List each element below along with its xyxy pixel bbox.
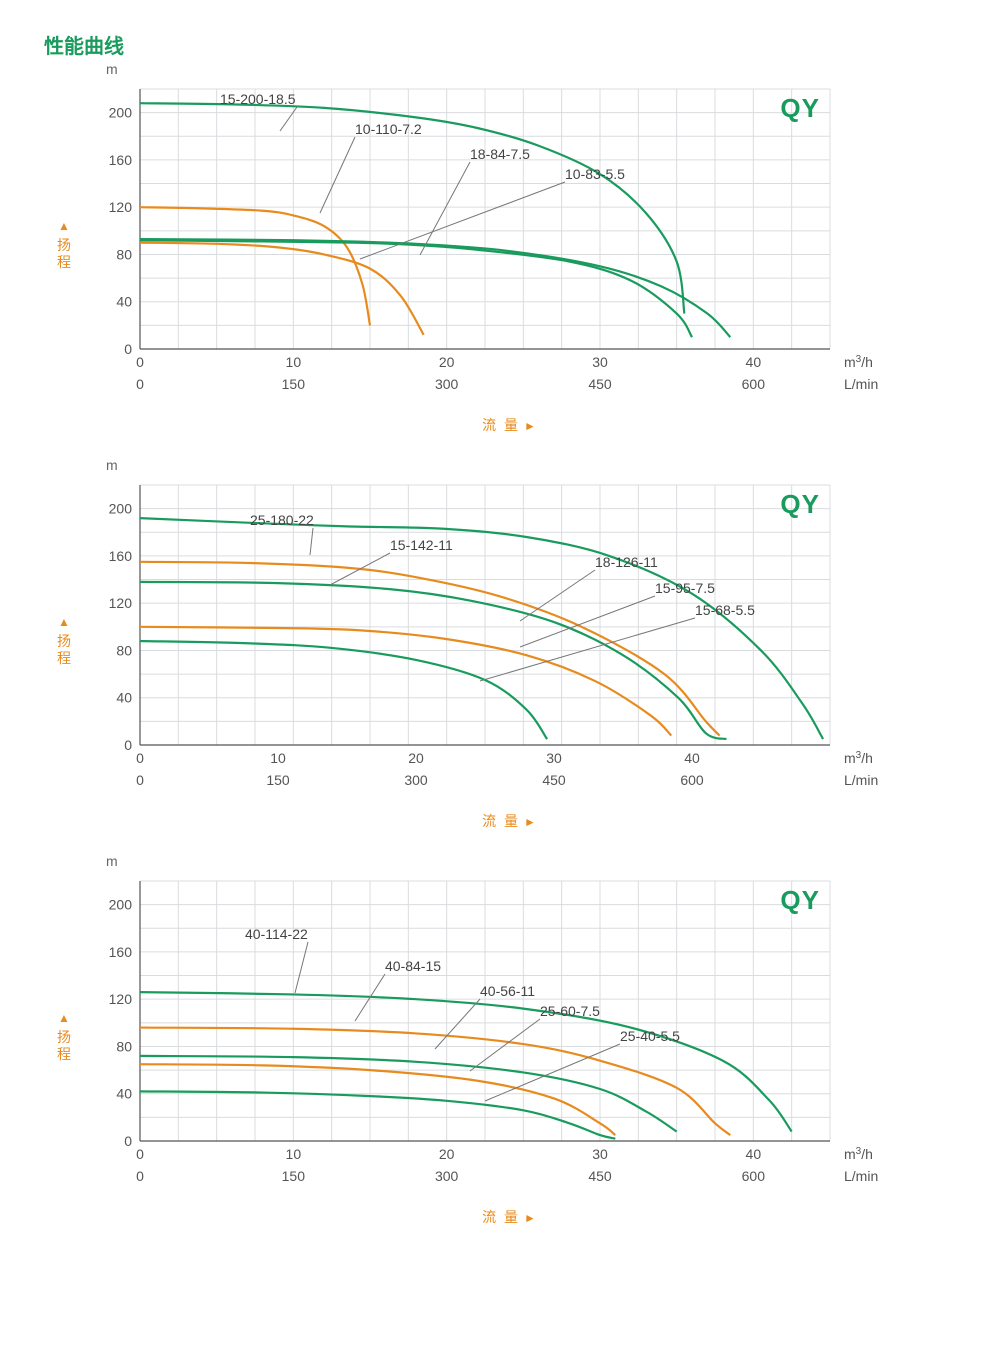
y-unit: m xyxy=(106,853,118,869)
svg-text:600: 600 xyxy=(742,1168,766,1184)
y-axis-label: ▲扬程 xyxy=(54,219,74,271)
svg-text:0: 0 xyxy=(136,376,144,392)
svg-text:40: 40 xyxy=(116,294,132,310)
svg-text:0: 0 xyxy=(124,341,132,357)
svg-text:120: 120 xyxy=(109,991,133,1007)
y-axis-label: ▲扬程 xyxy=(54,1011,74,1063)
curve-25-40-5.5 xyxy=(140,1091,615,1138)
svg-text:40: 40 xyxy=(746,1146,762,1162)
curve-10-83-5.5 xyxy=(140,243,424,335)
series-label: 40-84-15 xyxy=(385,958,441,974)
svg-text:160: 160 xyxy=(109,944,133,960)
series-label: 40-114-22 xyxy=(245,926,308,942)
svg-text:m3/h: m3/h xyxy=(844,354,873,371)
performance-chart: 0 40 80 120 160 200 0 10 20 30 40 m3/h 0 150 300 450 600… xyxy=(100,79,920,409)
series-label: 25-40-5.5 xyxy=(620,1028,680,1044)
svg-text:200: 200 xyxy=(109,501,133,517)
series-label: 25-180-22 xyxy=(250,512,314,528)
series-label: 15-95-7.5 xyxy=(655,580,715,596)
svg-text:0: 0 xyxy=(136,750,144,766)
svg-text:0: 0 xyxy=(136,772,144,788)
svg-text:0: 0 xyxy=(136,1146,144,1162)
svg-text:450: 450 xyxy=(588,1168,612,1184)
svg-text:0: 0 xyxy=(124,737,132,753)
series-label: 18-84-7.5 xyxy=(470,146,530,162)
performance-chart: 0 40 80 120 160 200 0 10 20 30 40 m3/h 0 150 300 450 600… xyxy=(100,871,920,1201)
svg-text:160: 160 xyxy=(109,548,133,564)
series-label: 10-83-5.5 xyxy=(565,166,625,182)
svg-text:L/min: L/min xyxy=(844,376,878,392)
svg-text:L/min: L/min xyxy=(844,772,878,788)
svg-text:150: 150 xyxy=(282,1168,306,1184)
svg-text:150: 150 xyxy=(282,376,306,392)
page-title: 性能曲线 xyxy=(44,30,956,59)
svg-text:0: 0 xyxy=(136,1168,144,1184)
series-label: 15-142-11 xyxy=(390,537,453,553)
performance-chart: 0 40 80 120 160 200 0 10 20 30 40 m3/h 0 150 300 450 600… xyxy=(100,475,920,805)
svg-text:600: 600 xyxy=(742,376,766,392)
series-label: 10-110-7.2 xyxy=(355,121,422,137)
series-label: 15-200-18.5 xyxy=(220,91,296,107)
svg-text:80: 80 xyxy=(116,642,132,658)
chart-block: m▲扬程04080120160200010203040m3/h015030045… xyxy=(100,871,920,1227)
svg-text:450: 450 xyxy=(542,772,566,788)
series-label: 40-56-11 xyxy=(480,983,535,999)
curve-15-142-11 xyxy=(140,562,720,736)
svg-text:80: 80 xyxy=(116,1038,132,1054)
svg-text:40: 40 xyxy=(116,690,132,706)
svg-text:20: 20 xyxy=(439,354,455,370)
chart-block: m▲扬程04080120160200010203040m3/h015030045… xyxy=(100,475,920,831)
svg-text:600: 600 xyxy=(680,772,704,788)
chart-block: m▲扬程04080120160200010203040m3/h015030045… xyxy=(100,79,920,435)
svg-text:200: 200 xyxy=(109,105,133,121)
y-unit: m xyxy=(106,61,118,77)
svg-text:40: 40 xyxy=(746,354,762,370)
svg-text:120: 120 xyxy=(109,199,133,215)
svg-text:300: 300 xyxy=(404,772,428,788)
svg-text:20: 20 xyxy=(439,1146,455,1162)
svg-text:200: 200 xyxy=(109,897,133,913)
curve-40-114-22 xyxy=(140,992,792,1131)
brand-label: QY xyxy=(780,489,820,519)
svg-text:40: 40 xyxy=(684,750,700,766)
y-unit: m xyxy=(106,457,118,473)
series-label: 18-126-11 xyxy=(595,554,658,570)
curve-15-68-5.5 xyxy=(140,641,547,739)
svg-text:10: 10 xyxy=(286,354,302,370)
svg-text:300: 300 xyxy=(435,1168,459,1184)
svg-text:30: 30 xyxy=(592,354,608,370)
brand-label: QY xyxy=(780,885,820,915)
svg-text:30: 30 xyxy=(592,1146,608,1162)
svg-text:450: 450 xyxy=(588,376,612,392)
svg-text:10: 10 xyxy=(286,1146,302,1162)
y-axis-label: ▲扬程 xyxy=(54,615,74,667)
x-axis-label: 流 量► xyxy=(100,415,920,435)
svg-text:0: 0 xyxy=(136,354,144,370)
svg-text:40: 40 xyxy=(116,1086,132,1102)
x-axis-label: 流 量► xyxy=(100,811,920,831)
series-label: 15-68-5.5 xyxy=(695,602,755,618)
svg-text:m3/h: m3/h xyxy=(844,750,873,767)
curve-extra xyxy=(140,239,730,337)
svg-text:120: 120 xyxy=(109,595,133,611)
svg-text:160: 160 xyxy=(109,152,133,168)
svg-text:300: 300 xyxy=(435,376,459,392)
svg-text:10: 10 xyxy=(270,750,286,766)
x-axis-label: 流 量► xyxy=(100,1207,920,1227)
svg-text:20: 20 xyxy=(408,750,424,766)
brand-label: QY xyxy=(780,93,820,123)
svg-text:150: 150 xyxy=(266,772,290,788)
series-label: 25-60-7.5 xyxy=(540,1003,600,1019)
svg-text:80: 80 xyxy=(116,246,132,262)
svg-text:m3/h: m3/h xyxy=(844,1146,873,1163)
svg-text:0: 0 xyxy=(124,1133,132,1149)
svg-text:L/min: L/min xyxy=(844,1168,878,1184)
svg-text:30: 30 xyxy=(546,750,562,766)
